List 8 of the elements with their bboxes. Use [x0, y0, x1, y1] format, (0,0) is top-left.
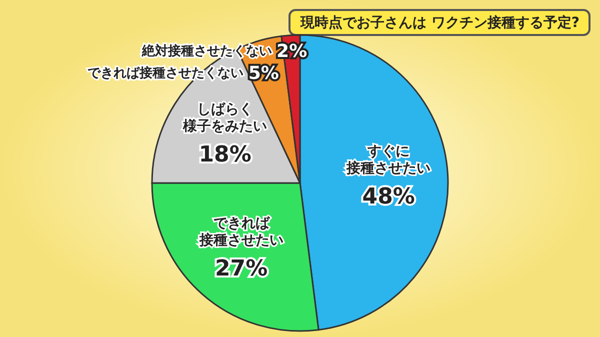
data-label: 48%	[362, 184, 415, 210]
chart-title: 現時点でお子さんは ワクチン接種する予定?	[300, 14, 580, 31]
slice-label: しばらく様子をみたい	[182, 101, 268, 134]
slice-label: すぐに接種させたい	[346, 143, 431, 176]
data-label: 18%	[198, 142, 252, 168]
data-label: 5%	[248, 63, 279, 84]
slice-label: できれば接種させたい	[198, 216, 284, 249]
data-label: 27%	[214, 256, 268, 282]
